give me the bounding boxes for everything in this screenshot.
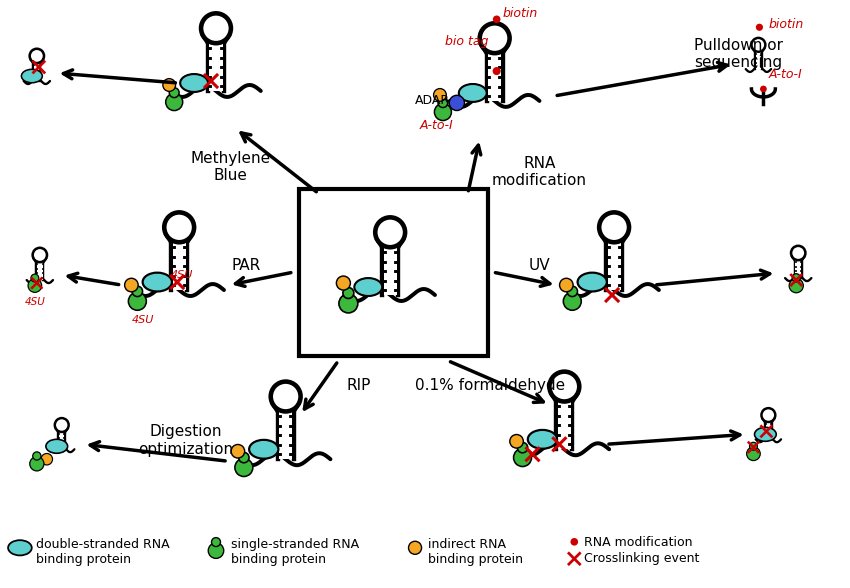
Circle shape <box>202 15 230 42</box>
Circle shape <box>343 288 354 299</box>
Ellipse shape <box>8 540 31 556</box>
Bar <box>488 53 502 101</box>
Circle shape <box>337 276 350 290</box>
Circle shape <box>125 278 139 292</box>
Circle shape <box>34 249 46 261</box>
Circle shape <box>564 292 581 310</box>
Bar <box>173 242 185 290</box>
Ellipse shape <box>578 273 607 292</box>
Circle shape <box>239 452 249 463</box>
Text: RIP: RIP <box>346 378 371 393</box>
Circle shape <box>567 286 577 296</box>
Circle shape <box>513 449 531 466</box>
Circle shape <box>746 447 760 460</box>
Text: Pulldown or
sequencing: Pulldown or sequencing <box>694 38 783 71</box>
Circle shape <box>789 279 803 293</box>
Bar <box>209 43 223 91</box>
Text: Methylene
Blue: Methylene Blue <box>191 151 271 183</box>
Circle shape <box>28 279 42 292</box>
Text: 4SU: 4SU <box>132 315 154 325</box>
Circle shape <box>510 435 524 448</box>
Circle shape <box>493 15 501 23</box>
Ellipse shape <box>143 273 172 292</box>
Circle shape <box>132 286 143 296</box>
Circle shape <box>750 442 757 450</box>
Ellipse shape <box>528 430 557 449</box>
Circle shape <box>752 39 764 51</box>
Text: Digestion
optimization: Digestion optimization <box>139 425 234 457</box>
Ellipse shape <box>180 74 208 92</box>
Circle shape <box>760 86 767 92</box>
Circle shape <box>481 25 508 52</box>
Ellipse shape <box>21 69 42 83</box>
Circle shape <box>438 98 448 108</box>
Circle shape <box>166 214 192 240</box>
Text: indirect RNA
binding protein: indirect RNA binding protein <box>428 538 523 566</box>
Bar <box>766 422 771 439</box>
Circle shape <box>762 409 774 421</box>
Circle shape <box>756 24 763 31</box>
Circle shape <box>208 543 224 559</box>
Circle shape <box>409 542 422 554</box>
Circle shape <box>272 383 299 410</box>
Text: RNA
modification: RNA modification <box>492 156 587 188</box>
Circle shape <box>231 445 245 458</box>
Circle shape <box>33 452 41 460</box>
Circle shape <box>163 79 176 91</box>
Circle shape <box>518 442 528 453</box>
Circle shape <box>56 419 68 431</box>
Text: biotin: biotin <box>502 7 538 20</box>
Ellipse shape <box>755 427 776 442</box>
Bar <box>279 412 292 459</box>
Text: ADAR: ADAR <box>415 95 451 108</box>
Circle shape <box>792 274 801 282</box>
Circle shape <box>601 214 627 240</box>
Circle shape <box>235 459 252 476</box>
Text: A-to-I: A-to-I <box>420 119 454 132</box>
Bar <box>59 432 65 449</box>
Circle shape <box>31 49 43 62</box>
Text: A-to-I: A-to-I <box>768 68 802 81</box>
Circle shape <box>434 89 446 101</box>
Text: double-stranded RNA
binding protein: double-stranded RNA binding protein <box>36 538 169 566</box>
Text: Crosslinking event: Crosslinking event <box>584 552 700 565</box>
Circle shape <box>570 538 578 546</box>
Ellipse shape <box>459 84 487 102</box>
Circle shape <box>31 274 39 282</box>
Text: 0.1% formaldehyde: 0.1% formaldehyde <box>415 378 564 393</box>
Circle shape <box>559 278 573 292</box>
Circle shape <box>434 103 451 121</box>
Circle shape <box>377 219 404 246</box>
Circle shape <box>212 537 220 547</box>
Circle shape <box>792 247 804 259</box>
Circle shape <box>30 457 44 471</box>
Circle shape <box>493 67 501 75</box>
Text: bio tag: bio tag <box>445 35 488 48</box>
Ellipse shape <box>249 440 279 459</box>
Bar <box>796 260 801 278</box>
Bar <box>37 262 42 280</box>
Text: RNA modification: RNA modification <box>584 536 693 549</box>
Circle shape <box>551 373 578 400</box>
Bar <box>383 247 397 295</box>
Bar <box>298 189 488 356</box>
Circle shape <box>169 88 179 98</box>
Circle shape <box>128 292 146 310</box>
Text: biotin: biotin <box>768 18 803 31</box>
Ellipse shape <box>46 439 68 453</box>
Text: single-stranded RNA
binding protein: single-stranded RNA binding protein <box>231 538 359 566</box>
Circle shape <box>41 453 53 465</box>
Circle shape <box>166 93 183 111</box>
Bar <box>34 63 40 81</box>
Text: PAR: PAR <box>231 258 260 273</box>
Bar <box>756 52 761 69</box>
Bar <box>558 402 571 449</box>
Circle shape <box>450 95 464 111</box>
Ellipse shape <box>354 278 382 296</box>
Text: 4SU: 4SU <box>25 297 45 307</box>
Bar <box>608 242 620 290</box>
Text: UV: UV <box>529 258 550 273</box>
Text: 4SU: 4SU <box>171 270 194 280</box>
Circle shape <box>339 294 358 313</box>
